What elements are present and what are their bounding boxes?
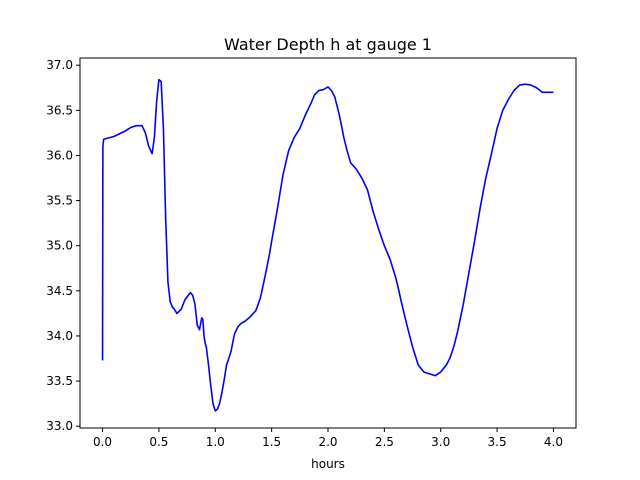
y-tick-label: 34.0 bbox=[46, 329, 73, 343]
y-tick-label: 33.0 bbox=[46, 419, 73, 433]
x-tick-label: 0.0 bbox=[93, 435, 112, 449]
x-tick-label: 2.5 bbox=[375, 435, 394, 449]
x-tick-label: 3.5 bbox=[488, 435, 507, 449]
y-axis-ticks: 33.0 33.5 34.0 34.5 35.0 35.5 36.0 36.5 37.0 bbox=[46, 58, 80, 433]
x-tick-label: 4.0 bbox=[544, 435, 563, 449]
x-axis-label: hours bbox=[311, 457, 345, 471]
y-tick-label: 36.5 bbox=[46, 103, 73, 117]
x-tick-label: 1.0 bbox=[206, 435, 225, 449]
x-tick-label: 0.5 bbox=[149, 435, 168, 449]
y-tick-label: 35.0 bbox=[46, 239, 73, 253]
x-tick-label: 1.5 bbox=[262, 435, 281, 449]
x-axis-ticks: 0.0 0.5 1.0 1.5 2.0 2.5 3.0 3.5 4.0 bbox=[93, 428, 563, 449]
x-tick-label: 3.0 bbox=[431, 435, 450, 449]
y-tick-label: 37.0 bbox=[46, 58, 73, 72]
x-tick-label: 2.0 bbox=[318, 435, 337, 449]
chart-title: Water Depth h at gauge 1 bbox=[224, 35, 432, 54]
plot-content bbox=[101, 78, 554, 412]
series-line-0 bbox=[101, 78, 554, 412]
y-tick-label: 33.5 bbox=[46, 374, 73, 388]
y-tick-label: 34.5 bbox=[46, 284, 73, 298]
y-tick-label: 35.5 bbox=[46, 194, 73, 208]
y-tick-label: 36.0 bbox=[46, 148, 73, 162]
